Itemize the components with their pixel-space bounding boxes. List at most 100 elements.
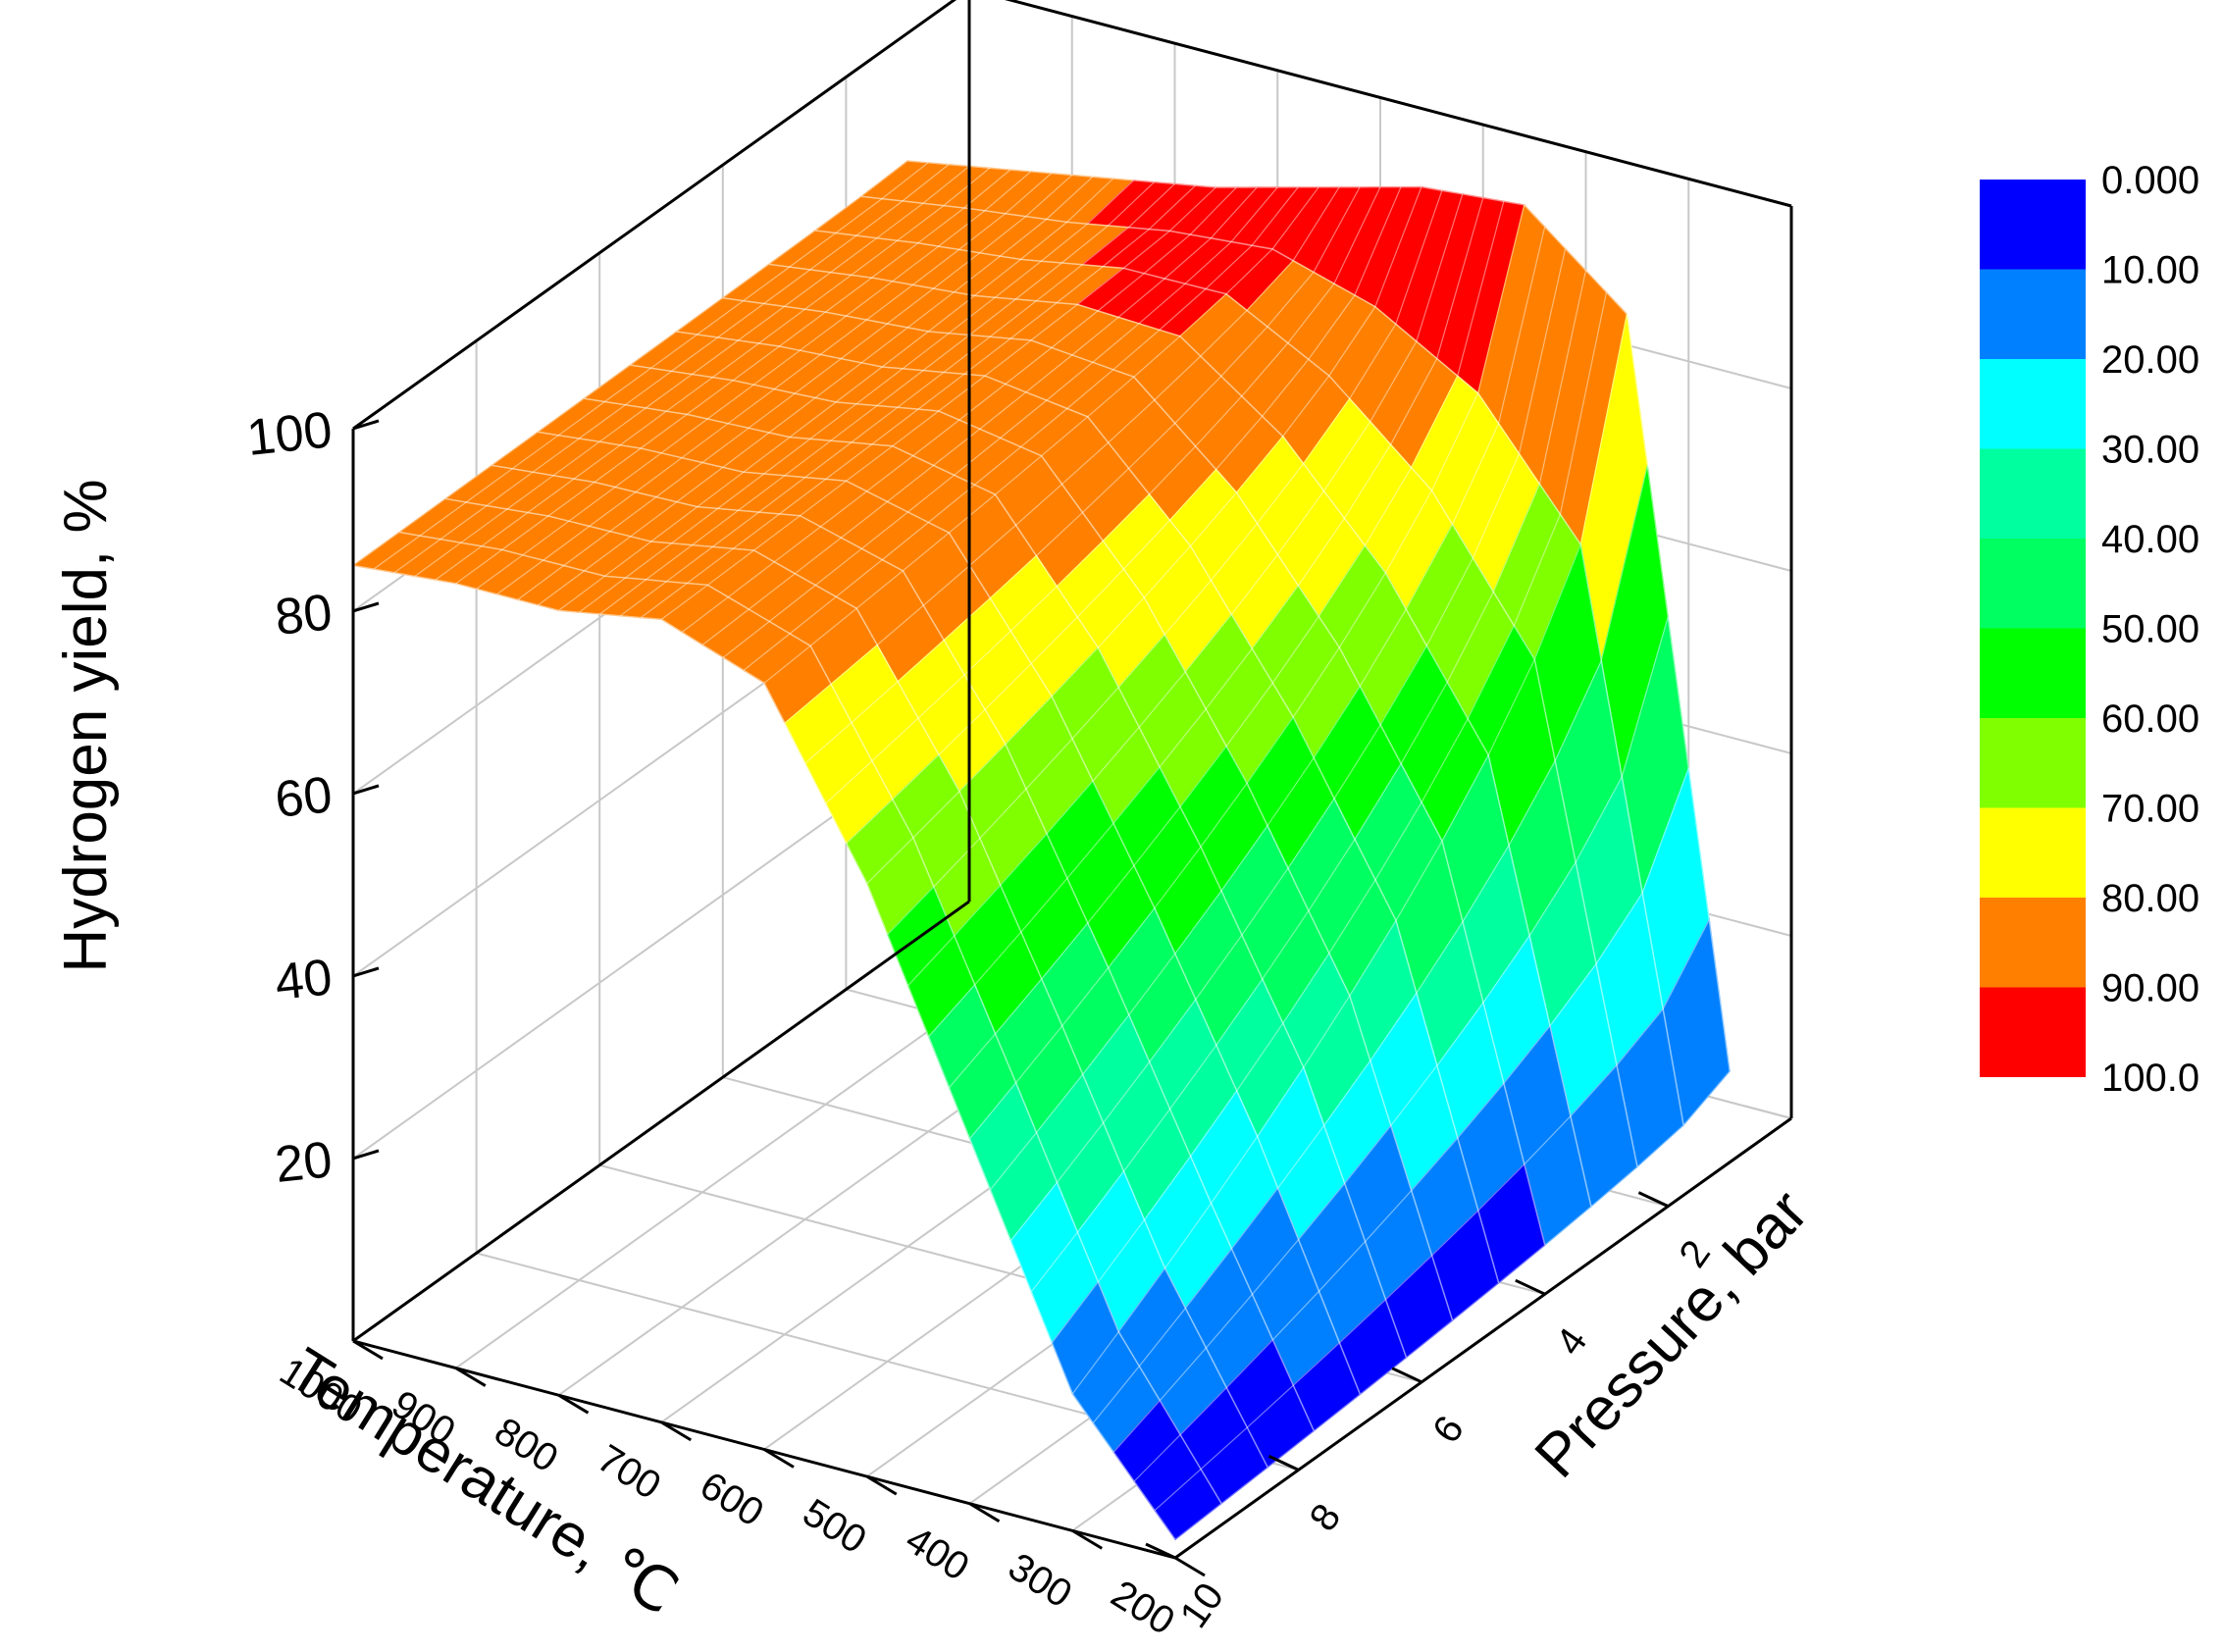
surface-mesh-line [558, 178, 1114, 611]
axis-edge [1174, 1116, 1792, 1560]
surface-plot [351, 160, 1731, 1541]
legend-swatch [1980, 448, 2086, 539]
surface-mesh-line [660, 186, 1216, 620]
z-tick-label: 80 [273, 584, 336, 646]
surface-mesh-line [619, 182, 1175, 617]
y-tick-mark [1515, 1278, 1546, 1296]
y-tick-label: 8 [1302, 1496, 1350, 1538]
z-tick-mark [352, 1149, 380, 1161]
surface-mesh-line [814, 230, 1638, 1167]
x-tick-mark [763, 1448, 795, 1469]
legend-label: 60.00 [2101, 697, 2199, 741]
z-tick-label: 100 [244, 401, 335, 467]
surface-mesh-line [352, 564, 1176, 1540]
legend-label: 80.00 [2101, 877, 2199, 920]
legend-label: 20.00 [2101, 338, 2199, 382]
surface-mesh-line [584, 397, 1408, 1359]
surface-mesh-line [804, 186, 1361, 764]
z-axis-title: Hydrogen yield, % [52, 479, 120, 972]
surface-mesh-line [763, 186, 1319, 684]
legend-swatch [1980, 898, 2086, 988]
surface-mesh-line [538, 176, 1094, 606]
surface-mesh-line [681, 186, 1237, 633]
x-tick-mark [865, 1474, 898, 1496]
surface-mesh-line [866, 186, 1422, 885]
surface-mesh-line [701, 186, 1258, 645]
legend-swatch [1980, 180, 2086, 270]
color-legend: 0.000 10.00 20.00 30.00 40.00 50.00 60.00 70.00… [1980, 159, 2199, 1100]
axis-edge [352, 0, 957, 431]
legend-label: 0.000 [2101, 159, 2199, 202]
surface-mesh-line [1071, 314, 1628, 1395]
x-tick-label: 300 [1001, 1545, 1079, 1617]
x-tick-mark [660, 1420, 693, 1442]
y-tick-label: 4 [1548, 1320, 1596, 1363]
surface-mesh-line [455, 169, 1011, 585]
axis-edge [1004, 0, 1792, 208]
legend-swatch [1980, 987, 2086, 1077]
surface-mesh-line [579, 180, 1135, 613]
x-tick-mark [1174, 1556, 1206, 1577]
legend-swatch [1980, 269, 2086, 359]
surface-mesh-line [640, 184, 1196, 619]
x-tick-label: 400 [898, 1518, 976, 1589]
legend-label: 90.00 [2101, 967, 2199, 1010]
surface-mesh-line [373, 162, 929, 570]
x-tick-label: 600 [693, 1464, 771, 1535]
surface-mesh-line [825, 186, 1381, 804]
y-tick-mark [1637, 1191, 1670, 1208]
surface-mesh-line [907, 160, 1731, 1071]
surface-mesh-line [1154, 919, 1710, 1512]
legend-swatch [1980, 807, 2086, 898]
z-tick-label: 40 [273, 949, 336, 1011]
legend-label: 30.00 [2101, 429, 2199, 472]
surface-mesh-line [398, 531, 1222, 1504]
surface-mesh-line [722, 186, 1278, 658]
z-tick-mark [352, 419, 380, 431]
z-tick-mark [352, 966, 380, 978]
surface-mesh-line [768, 263, 1592, 1207]
surface-mesh-line [630, 364, 1454, 1321]
surface-mesh-line [599, 181, 1156, 615]
legend-label: 70.00 [2101, 788, 2199, 831]
surface-mesh-line [496, 173, 1053, 595]
surface-mesh-line [846, 186, 1402, 845]
surface-mesh-line [1174, 1070, 1731, 1540]
surface-mesh-line [861, 195, 1684, 1126]
y-tick-mark [1391, 1367, 1422, 1384]
surface-mesh-line [1092, 465, 1648, 1423]
surface-mesh-line [352, 160, 908, 566]
y-tick-label: 6 [1424, 1409, 1473, 1451]
surface-mesh-line [784, 186, 1340, 724]
z-tick-mark [352, 601, 380, 613]
surface-mesh-line [435, 167, 991, 581]
surface-mesh-line [1051, 291, 1608, 1344]
legend-swatch [1980, 539, 2086, 629]
x-tick-label: 500 [796, 1491, 874, 1563]
surface-mesh-line [969, 204, 1525, 1140]
surface-mesh-line [445, 497, 1268, 1469]
z-tick-label: 60 [273, 766, 336, 829]
surface-mesh-line [1009, 248, 1567, 1242]
z-tick-label: 20 [273, 1131, 336, 1194]
legend-label: 10.00 [2101, 249, 2199, 292]
surface-mesh-line [1112, 616, 1669, 1453]
surface-mesh-line [1133, 767, 1689, 1482]
axis-edge [352, 900, 970, 1343]
surface-mesh-line [476, 171, 1032, 590]
surface-mesh-line [676, 331, 1500, 1284]
surface-mesh-line [393, 164, 950, 574]
surface-mesh-line [1030, 270, 1587, 1293]
x-tick-mark [454, 1367, 487, 1387]
x-tick-mark [1071, 1529, 1104, 1550]
surface-mesh-line [722, 296, 1546, 1246]
y-tick-label: 10 [1172, 1575, 1233, 1636]
legend-swatch [1980, 718, 2086, 808]
legend-label: 40.00 [2101, 518, 2199, 561]
surface-mesh-line [887, 190, 1443, 936]
legend-label: 50.00 [2101, 608, 2199, 651]
surface-mesh-line [990, 226, 1546, 1191]
y-tick-mark [1267, 1455, 1300, 1471]
x-tick-mark [352, 1339, 384, 1361]
